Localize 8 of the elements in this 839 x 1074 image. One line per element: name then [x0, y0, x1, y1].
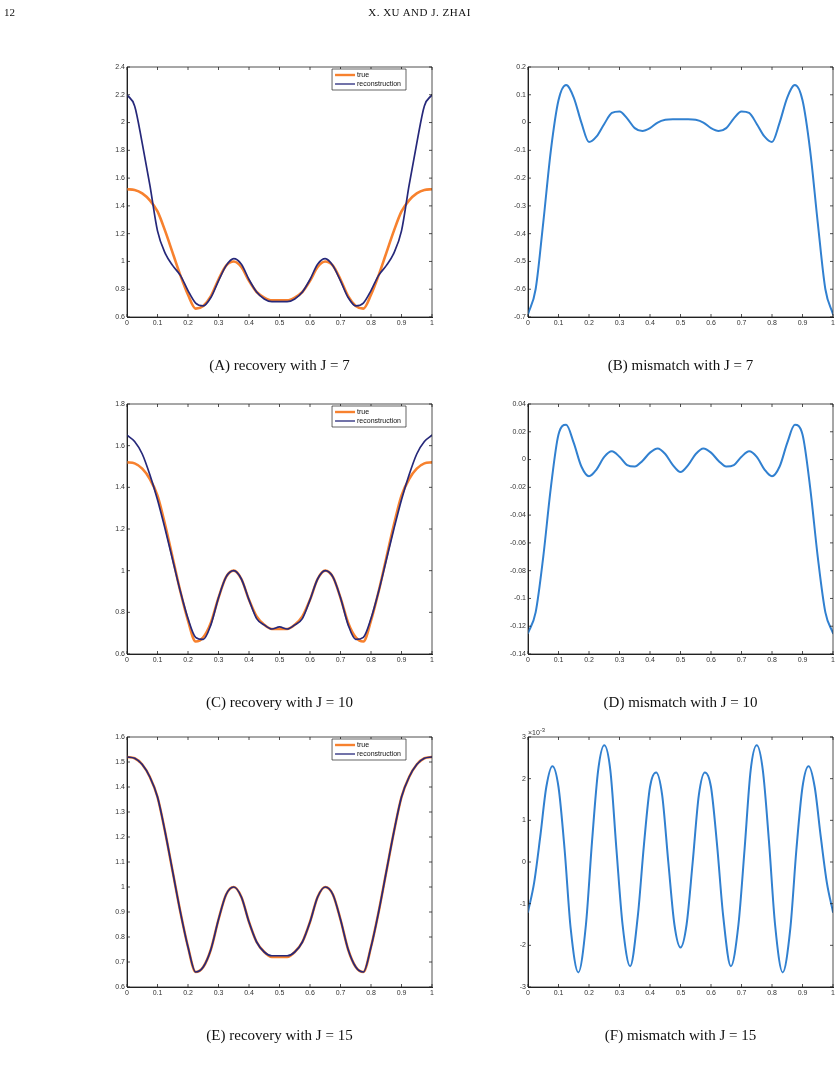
text: X. XU AND J. ZHAI [368, 6, 471, 18]
text: (C) recovery with J = 10 [204, 694, 355, 711]
text: (A) recovery with J = 7 [208, 357, 351, 374]
text: (F) mismatch with J = 15 [603, 1027, 758, 1044]
text: (E) recovery with J = 15 [205, 1027, 354, 1044]
text: 12 [4, 6, 15, 18]
text: (D) mismatch with J = 10 [602, 694, 759, 711]
text: (B) mismatch with J = 7 [606, 357, 755, 374]
